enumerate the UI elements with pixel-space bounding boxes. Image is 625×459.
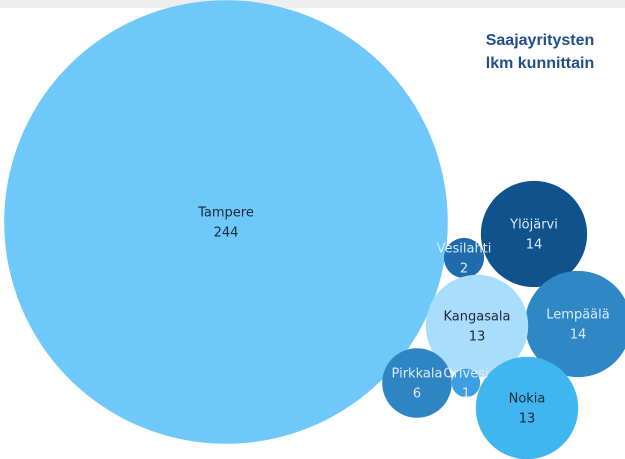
bubble-value: 14	[526, 238, 543, 253]
bubbles: Tampere 244 Ylöjärvi 14 Vesilahti 2 Lempäälä 14…	[4, 0, 625, 459]
bubble	[480, 180, 588, 288]
bubble-value: 244	[214, 226, 239, 241]
bubble-name: Pirkkala	[392, 367, 443, 382]
bubble-name: Kangasala	[443, 310, 510, 325]
bubble	[451, 368, 481, 398]
bubble-name: Nokia	[509, 392, 546, 407]
bubble-name: Vesilahti	[437, 242, 492, 257]
bubble-value: 13	[469, 330, 486, 345]
bubble	[524, 270, 625, 378]
chart-title: Saajayritysten	[486, 32, 595, 49]
bubble	[4, 0, 448, 444]
bubble-name: Tampere	[197, 206, 254, 221]
bubble-value: 13	[519, 412, 536, 427]
bubble-value: 1	[462, 387, 470, 402]
bubble-value: 6	[413, 387, 421, 402]
bubble-name: Ylöjärvi	[509, 218, 558, 233]
bubble	[382, 348, 452, 418]
top-bar	[0, 0, 625, 8]
chart-title: lkm kunnittain	[486, 55, 594, 72]
bubble-value: 2	[460, 262, 468, 277]
bubble	[475, 356, 579, 459]
bubble-name: Lempäälä	[546, 308, 609, 323]
bubble	[443, 237, 485, 279]
bubble-name: Orivesi	[443, 367, 488, 382]
bubble	[425, 274, 529, 378]
bubble-value: 14	[570, 328, 587, 343]
